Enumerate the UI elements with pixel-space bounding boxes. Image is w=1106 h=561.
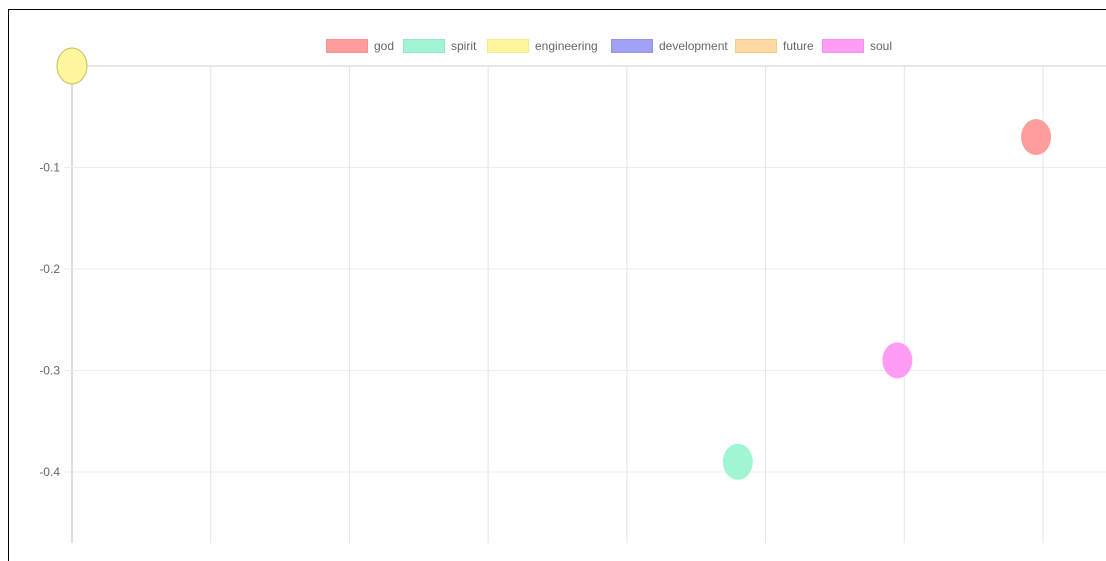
legend-item-engineering[interactable]: engineering (487, 36, 598, 56)
frame-border-top (8, 9, 1106, 10)
legend-label: future (783, 39, 814, 53)
legend-swatch (611, 39, 653, 53)
frame-border-left (8, 9, 9, 561)
legend-item-god[interactable]: god (326, 36, 394, 56)
legend-swatch (403, 39, 445, 53)
legend-label: soul (870, 39, 893, 53)
legend-swatch (822, 39, 864, 53)
legend-label: spirit (451, 39, 477, 53)
chart-legend: god spirit engineering development future sou… (0, 36, 1106, 56)
y-tick-label: -0.1 (39, 160, 60, 174)
legend-label: god (374, 39, 395, 53)
legend-label: development (659, 39, 728, 53)
legend-swatch (487, 39, 529, 53)
legend-swatch (326, 39, 368, 53)
point-engineering (56, 47, 88, 85)
point-god (1021, 119, 1052, 156)
y-tick-label: -0.3 (39, 363, 60, 377)
legend-swatch (735, 39, 777, 53)
point-spirit (722, 443, 753, 480)
legend-item-spirit[interactable]: spirit (403, 36, 476, 56)
point-soul (882, 342, 913, 379)
legend-item-future[interactable]: future (735, 36, 814, 56)
legend-label: engineering (535, 39, 598, 53)
legend-item-soul[interactable]: soul (822, 36, 892, 56)
y-tick-label: -0.2 (39, 262, 60, 276)
y-tick-label: -0.4 (39, 465, 60, 479)
legend-item-development[interactable]: development (611, 36, 728, 56)
